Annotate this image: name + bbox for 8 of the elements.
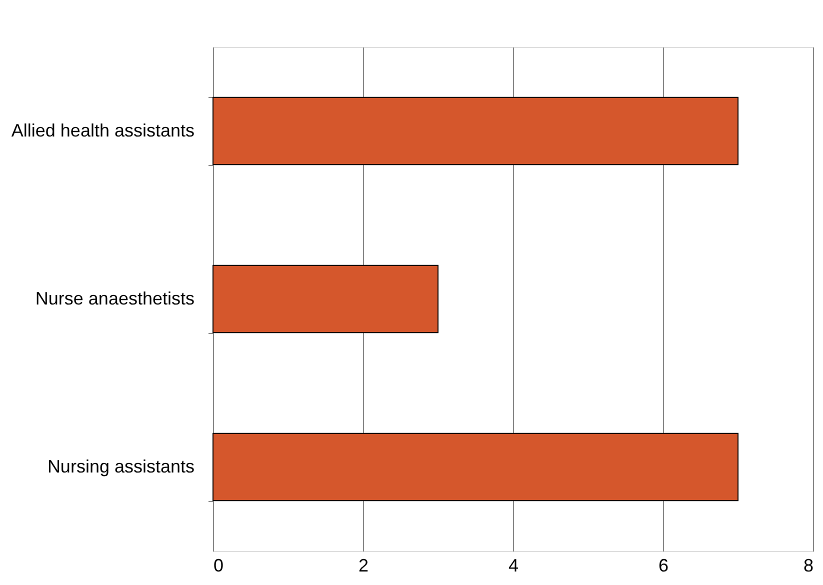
x-tick-label: 2 — [358, 556, 369, 576]
x-tick-label: 0 — [214, 556, 224, 576]
y-tick-label: Nursing assistants — [47, 456, 194, 476]
x-tick-label: 8 — [803, 556, 814, 576]
x-tick-label: 6 — [658, 556, 669, 576]
y-tick-label: Nurse anaesthetists — [35, 288, 194, 308]
y-tick-label: Allied health assistants — [11, 120, 194, 140]
x-tick-label: 4 — [508, 556, 519, 576]
